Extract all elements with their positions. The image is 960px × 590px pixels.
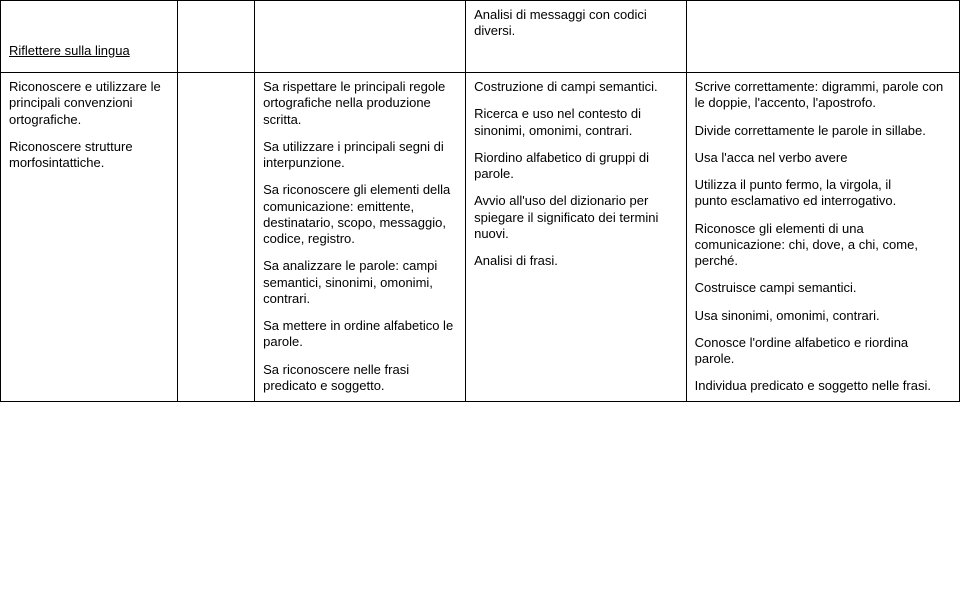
text: Sa utilizzare i principali segni di inte… (263, 139, 457, 172)
text: Riconosce gli elementi di una comunicazi… (695, 221, 951, 270)
text: Usa l'acca nel verbo avere (695, 150, 951, 166)
text: Costruzione di campi semantici. (474, 79, 678, 95)
text: Sa riconoscere gli elementi della comuni… (263, 182, 457, 247)
text: Riflettere sulla lingua (9, 43, 130, 58)
text: Riordino alfabetico di gruppi di parole. (474, 150, 678, 183)
text: Analisi di frasi. (474, 253, 678, 269)
cell-r2c5: Scrive correttamente: digrammi, parole c… (686, 73, 959, 402)
text: Divide correttamente le parole in sillab… (695, 123, 951, 139)
cell-r1c5 (686, 1, 959, 73)
text: Sa rispettare le principali regole ortog… (263, 79, 457, 128)
text: Riconoscere e utilizzare le principali c… (9, 79, 169, 128)
cell-r1c1: Riflettere sulla lingua (1, 1, 178, 73)
table-row: Riflettere sulla lingua Analisi di messa… (1, 1, 960, 73)
cell-r1c4: Analisi di messaggi con codici diversi. (466, 1, 687, 73)
text: Riconoscere strutture morfosintattiche. (9, 139, 169, 172)
text: Scrive correttamente: digrammi, parole c… (695, 79, 951, 112)
text: Ricerca e uso nel contesto di sinonimi, … (474, 106, 678, 139)
cell-r1c3 (255, 1, 466, 73)
cell-r2c2 (178, 73, 255, 402)
text: Usa sinonimi, omonimi, contrari. (695, 308, 951, 324)
text: Conosce l'ordine alfabetico e riordina p… (695, 335, 951, 368)
text: Individua predicato e soggetto nelle fra… (695, 378, 951, 394)
text: Sa analizzare le parole: campi semantici… (263, 258, 457, 307)
cell-r2c4: Costruzione di campi semantici. Ricerca … (466, 73, 687, 402)
cell-r2c3: Sa rispettare le principali regole ortog… (255, 73, 466, 402)
cell-r1c2 (178, 1, 255, 73)
text: Sa riconoscere nelle frasi predicato e s… (263, 362, 457, 395)
text: Avvio all'uso del dizionario per spiegar… (474, 193, 678, 242)
text: Sa mettere in ordine alfabetico le parol… (263, 318, 457, 351)
text: Analisi di messaggi con codici diversi. (474, 7, 678, 40)
text: Utilizza il punto fermo, la virgola, il (695, 177, 951, 193)
text: punto esclamativo ed interrogativo. (695, 193, 951, 209)
cell-r2c1: Riconoscere e utilizzare le principali c… (1, 73, 178, 402)
text: Costruisce campi semantici. (695, 280, 951, 296)
curriculum-table: Riflettere sulla lingua Analisi di messa… (0, 0, 960, 402)
table-row: Riconoscere e utilizzare le principali c… (1, 73, 960, 402)
